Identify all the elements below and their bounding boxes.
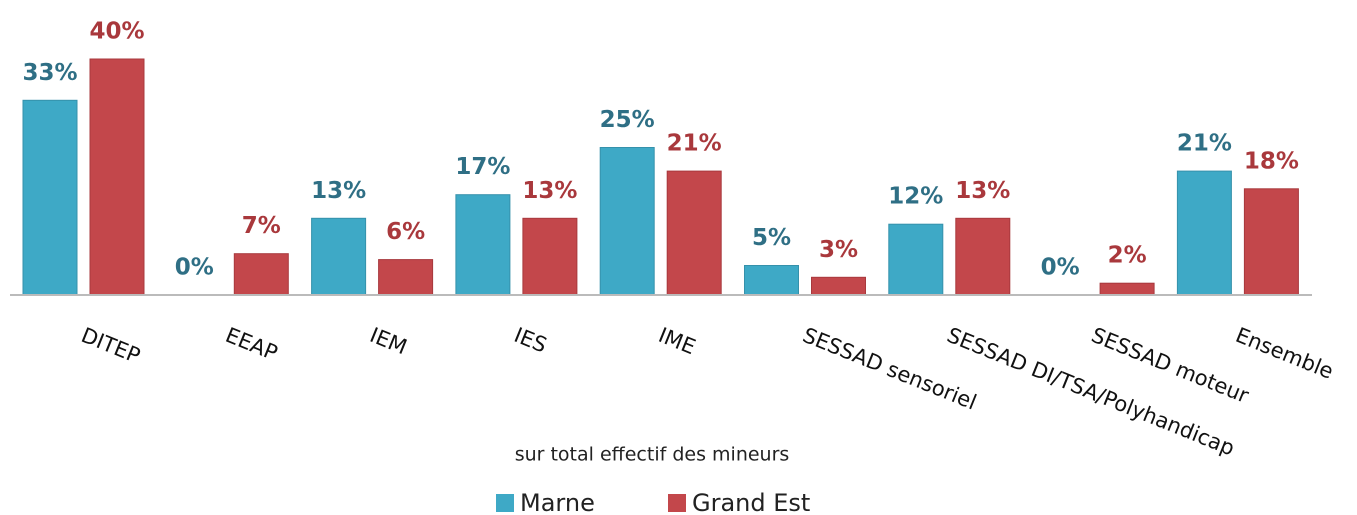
value-label: 0% <box>1041 255 1080 281</box>
value-label: 0% <box>175 255 214 281</box>
value-label: 13% <box>955 178 1010 204</box>
bar <box>888 223 944 296</box>
x-tick-label: IEM <box>366 323 410 359</box>
value-label: 18% <box>1244 148 1299 174</box>
value-label: 40% <box>89 19 144 45</box>
bar <box>811 276 866 296</box>
value-label: 13% <box>522 178 577 204</box>
value-label: 21% <box>667 131 722 157</box>
legend-label: Marne <box>520 489 595 515</box>
x-tick-label: IME <box>655 323 699 359</box>
legend-swatch <box>668 494 686 512</box>
bar <box>1243 188 1299 296</box>
bar <box>455 194 511 296</box>
value-label: 17% <box>455 154 510 180</box>
value-label: 13% <box>311 178 366 204</box>
value-label: 12% <box>888 184 943 210</box>
bar <box>1099 282 1155 296</box>
bar <box>311 217 367 296</box>
value-label: 6% <box>386 219 425 245</box>
bar <box>599 147 655 296</box>
bar <box>233 253 289 296</box>
x-tick-label: DITEP <box>78 323 144 368</box>
value-label: 25% <box>600 107 655 133</box>
value-label: 2% <box>1108 243 1147 269</box>
value-label: 3% <box>819 237 858 263</box>
value-label: 33% <box>22 60 77 86</box>
bar <box>22 99 78 296</box>
bar <box>955 217 1011 296</box>
x-tick-label: EEAP <box>222 323 281 365</box>
x-tick-label: IES <box>511 323 550 358</box>
bar <box>522 217 578 296</box>
bar <box>1176 170 1232 296</box>
bar <box>378 259 434 296</box>
bar <box>744 265 799 296</box>
x-tick-label: Ensemble <box>1232 323 1336 384</box>
value-label: 7% <box>242 213 281 239</box>
bar <box>666 170 722 296</box>
legend-swatch <box>496 494 514 512</box>
value-label: 5% <box>752 225 791 251</box>
bar <box>89 58 145 296</box>
value-label: 21% <box>1177 131 1232 157</box>
x-axis-title: sur total effectif des mineurs <box>515 444 790 466</box>
legend-label: Grand Est <box>692 489 810 515</box>
